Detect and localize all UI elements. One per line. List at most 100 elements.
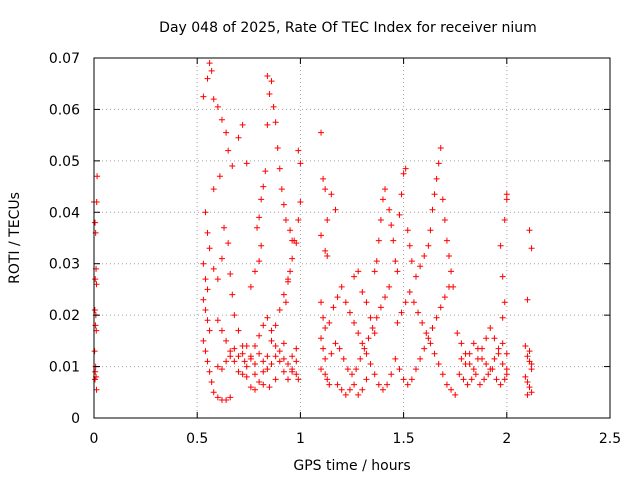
y-tick-label: 0.01 bbox=[49, 360, 80, 376]
data-point-marker bbox=[524, 353, 531, 360]
data-point-marker bbox=[503, 196, 510, 203]
x-tick-label: 0 bbox=[90, 431, 99, 447]
data-point-marker bbox=[481, 376, 488, 383]
data-point-marker bbox=[266, 91, 273, 97]
x-tick-label: 1.5 bbox=[392, 431, 414, 447]
data-point-marker bbox=[235, 327, 242, 334]
data-point-marker bbox=[334, 294, 341, 301]
data-point-marker bbox=[437, 145, 444, 151]
data-point-marker bbox=[324, 217, 331, 223]
data-point-marker bbox=[421, 345, 428, 352]
data-point-marker bbox=[200, 337, 207, 344]
data-point-marker bbox=[264, 314, 271, 321]
data-point-marker bbox=[503, 191, 510, 198]
data-point-marker bbox=[243, 160, 250, 167]
data-point-marker bbox=[497, 242, 504, 249]
data-point-marker bbox=[388, 222, 395, 229]
data-point-marker bbox=[423, 330, 430, 337]
data-point-marker bbox=[266, 384, 273, 391]
data-point-marker bbox=[251, 386, 258, 393]
data-point-marker bbox=[287, 268, 294, 275]
data-points bbox=[91, 60, 535, 403]
data-point-marker bbox=[336, 345, 343, 352]
data-point-marker bbox=[227, 348, 234, 355]
data-point-marker bbox=[276, 358, 283, 365]
data-point-marker bbox=[276, 307, 283, 313]
y-tick-label: 0 bbox=[71, 411, 80, 427]
data-point-marker bbox=[320, 314, 327, 321]
data-point-marker bbox=[322, 247, 329, 254]
x-axis-label: GPS time / hours bbox=[293, 458, 410, 474]
data-point-marker bbox=[256, 258, 263, 265]
data-point-marker bbox=[483, 361, 490, 367]
data-point-marker bbox=[408, 258, 415, 265]
data-point-marker bbox=[218, 327, 225, 334]
data-point-marker bbox=[526, 384, 533, 391]
data-point-marker bbox=[278, 186, 285, 193]
data-point-marker bbox=[458, 355, 465, 362]
data-point-marker bbox=[260, 183, 267, 190]
data-point-marker bbox=[400, 376, 407, 383]
data-point-marker bbox=[295, 217, 302, 223]
data-point-marker bbox=[524, 391, 531, 398]
data-point-marker bbox=[289, 366, 296, 373]
data-point-marker bbox=[268, 78, 275, 85]
axis-ticks bbox=[93, 57, 611, 419]
data-point-marker bbox=[340, 355, 347, 362]
data-point-marker bbox=[289, 237, 296, 244]
data-point-marker bbox=[464, 381, 471, 388]
data-point-marker bbox=[218, 255, 225, 262]
data-point-marker bbox=[202, 276, 209, 283]
data-point-marker bbox=[262, 168, 269, 175]
data-point-marker bbox=[415, 309, 422, 316]
data-point-marker bbox=[382, 186, 389, 193]
data-point-marker bbox=[433, 314, 440, 321]
data-point-marker bbox=[454, 330, 461, 337]
data-point-marker bbox=[94, 173, 101, 180]
data-point-marker bbox=[297, 199, 304, 205]
data-point-marker bbox=[295, 376, 302, 383]
data-point-marker bbox=[326, 381, 333, 388]
data-point-marker bbox=[435, 160, 442, 167]
data-point-marker bbox=[239, 371, 246, 378]
data-point-marker bbox=[526, 227, 533, 234]
data-point-marker bbox=[382, 294, 389, 301]
data-point-marker bbox=[272, 353, 279, 360]
data-point-marker bbox=[297, 160, 304, 167]
data-point-marker bbox=[392, 258, 399, 265]
data-point-marker bbox=[386, 283, 393, 290]
data-point-marker bbox=[204, 286, 211, 293]
data-point-marker bbox=[433, 175, 440, 182]
data-point-marker bbox=[274, 145, 281, 151]
data-point-marker bbox=[332, 206, 339, 213]
data-point-marker bbox=[429, 325, 436, 331]
data-point-marker bbox=[254, 224, 261, 231]
data-point-marker bbox=[260, 381, 267, 388]
data-point-marker bbox=[501, 376, 508, 383]
data-point-marker bbox=[241, 358, 248, 365]
data-point-marker bbox=[247, 283, 254, 290]
data-point-marker bbox=[421, 253, 428, 259]
data-point-marker bbox=[276, 348, 283, 355]
x-tick-label: 2.5 bbox=[599, 431, 621, 447]
data-point-marker bbox=[408, 376, 415, 383]
data-point-marker bbox=[295, 147, 302, 154]
data-point-marker bbox=[334, 381, 341, 388]
data-point-marker bbox=[91, 348, 98, 355]
data-point-marker bbox=[229, 291, 236, 298]
data-point-marker bbox=[285, 361, 292, 367]
data-point-marker bbox=[208, 379, 215, 385]
data-point-marker bbox=[256, 350, 263, 357]
data-point-marker bbox=[280, 340, 287, 347]
data-point-marker bbox=[351, 273, 358, 280]
data-point-marker bbox=[396, 366, 403, 373]
data-point-marker bbox=[342, 391, 349, 398]
data-point-marker bbox=[402, 299, 409, 306]
data-point-marker bbox=[435, 361, 442, 367]
data-point-marker bbox=[328, 350, 335, 357]
data-point-marker bbox=[410, 299, 417, 306]
data-point-marker bbox=[353, 366, 360, 373]
data-point-marker bbox=[92, 322, 99, 329]
chart-title: Day 048 of 2025, Rate Of TEC Index for r… bbox=[159, 20, 537, 36]
data-point-marker bbox=[256, 379, 263, 385]
